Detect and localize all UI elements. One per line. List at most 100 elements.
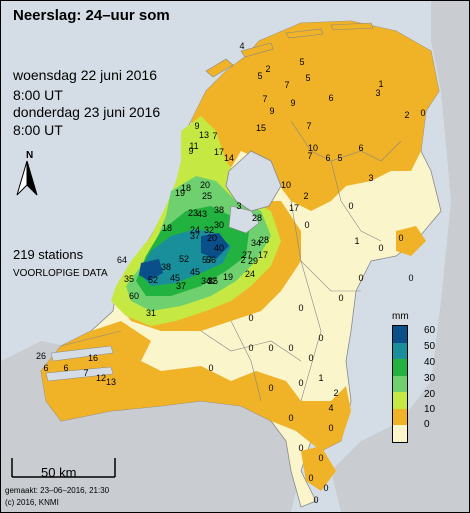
legend-colorbar [392, 325, 408, 443]
rain-2-10-limburg [301, 446, 336, 491]
station-value: 10 [308, 143, 318, 153]
rain-2-10-north [191, 21, 439, 211]
station-value: 0 [304, 220, 309, 230]
station-value: 37 [176, 281, 186, 291]
station-value: 2 [265, 64, 270, 74]
station-value: 25 [202, 191, 212, 201]
station-value: 31 [146, 308, 156, 318]
station-value: 6 [328, 93, 333, 103]
station-value: 0 [328, 423, 333, 433]
station-value: 56 [206, 255, 216, 265]
station-value: 5 [337, 153, 342, 163]
station-value: 15 [256, 123, 266, 133]
neighbouring-land [331, 1, 469, 512]
station-value: 18 [162, 223, 172, 233]
station-value: 17 [258, 250, 268, 260]
station-value: 28 [259, 235, 269, 245]
period-end-time: 8:00 UT [13, 122, 63, 138]
station-value: 52 [179, 254, 189, 264]
preliminary-notice: VOORLOPIGE DATA [13, 268, 108, 279]
station-value: 23 [188, 208, 198, 218]
station-value: 24 [190, 225, 200, 235]
station-value: 7 [284, 80, 289, 90]
period-start-date: woensdag 22 juni 2016 [13, 67, 158, 83]
station-value: 7 [306, 121, 311, 131]
station-value: 12 [96, 373, 106, 383]
station-value: 4 [239, 41, 244, 51]
legend-swatch-20-30 [393, 375, 407, 392]
station-value: 0 [318, 453, 323, 463]
station-value: 40 [214, 243, 224, 253]
station-value: 2 [303, 191, 308, 201]
province-borders [60, 120, 402, 402]
station-value: 0 [408, 273, 413, 283]
station-value: 20 [200, 180, 210, 190]
station-value: 19 [175, 188, 185, 198]
station-value: 5 [305, 73, 310, 83]
period-start-time: 8:00 UT [13, 87, 63, 103]
station-value: 0 [268, 383, 273, 393]
station-value: 29 [248, 256, 258, 266]
station-value: 11 [189, 141, 198, 151]
legend-tick: 0 [424, 419, 430, 430]
copyright: (c) 2016, KNMI [5, 498, 59, 507]
legend-swatch-40-50 [393, 342, 407, 359]
station-count: 219 stations [13, 247, 84, 262]
rain-50-60 [201, 233, 229, 259]
station-value: 32 [207, 276, 217, 286]
station-value: 0 [313, 495, 318, 505]
station-value: 0 [268, 343, 273, 353]
legend-tick: 20 [424, 389, 436, 400]
station-value: 7 [262, 94, 267, 104]
legend-swatch-0-2 [393, 425, 407, 442]
station-value: 0 [338, 293, 343, 303]
made-timestamp: gemaakt: 23–06–2016, 21:30 [5, 486, 110, 495]
station-value: 9 [290, 98, 295, 108]
station-value: 9 [194, 121, 199, 131]
station-value: 60 [129, 291, 139, 301]
station-value: 6 [63, 363, 68, 373]
station-value: 38 [214, 205, 224, 215]
station-value: 1 [318, 373, 323, 383]
station-value: 26 [36, 351, 46, 361]
station-value: 0 [323, 483, 328, 493]
legend-tick: 10 [424, 404, 436, 415]
rain-2-10-east-spot [396, 226, 426, 256]
legend-tick: 30 [424, 373, 436, 384]
station-value: 37 [190, 231, 200, 241]
station-value: 5 [299, 57, 304, 67]
north-label: N [26, 150, 34, 161]
station-value: 13 [199, 130, 209, 140]
station-value: 2 [240, 255, 245, 265]
legend-swatch-10-20 [393, 392, 407, 409]
scale-label: 50 km [41, 465, 77, 480]
station-value: 18 [181, 183, 191, 193]
station-value: 64 [117, 255, 127, 265]
station-value: 3 [368, 173, 373, 183]
scale-bar [11, 458, 116, 478]
station-value: 2 [404, 110, 409, 120]
map-title: Neerslag: 24–uur som [13, 7, 170, 24]
station-value: 7 [83, 368, 88, 378]
station-value: 0 [378, 243, 383, 253]
legend-swatch-2-10 [393, 408, 407, 425]
station-value: 38 [161, 262, 171, 272]
station-value: 14 [224, 153, 234, 163]
station-value: 6 [358, 143, 363, 153]
period-end-date: donderdag 23 juni 2016 [13, 104, 161, 120]
legend-tick: 40 [424, 357, 436, 368]
north-arrow-icon [16, 160, 38, 196]
markermeer [228, 205, 260, 234]
station-value: 45 [170, 273, 180, 283]
rain-2-10-south [41, 321, 351, 451]
station-value: 4 [328, 403, 333, 413]
station-value: 0 [298, 378, 303, 388]
station-value: 16 [88, 353, 98, 363]
station-value: 3 [236, 201, 241, 211]
station-value: 45 [190, 267, 200, 277]
station-value: 0 [398, 233, 403, 243]
station-value: 1 [354, 236, 359, 246]
wadden-islands [205, 22, 374, 78]
